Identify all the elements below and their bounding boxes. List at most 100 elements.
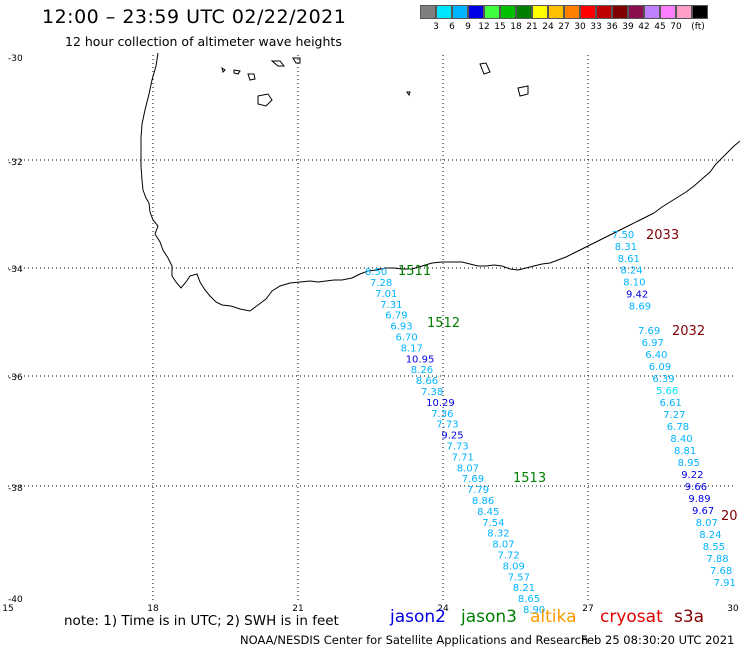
track-c-value: 7.91 bbox=[714, 578, 736, 589]
legend-label: 36 bbox=[606, 22, 618, 32]
track-a-value: 6.79 bbox=[385, 311, 407, 322]
track-c-value: 8.07 bbox=[696, 518, 718, 529]
legend-swatch bbox=[516, 5, 532, 19]
track-c-value: 8.55 bbox=[703, 542, 725, 553]
wave-height-observations: 7.287.017.316.796.936.708.1710.958.268.6… bbox=[365, 230, 736, 616]
x-tick-label: 18 bbox=[147, 604, 159, 614]
legend-swatch bbox=[532, 5, 548, 19]
track-a-value: 7.72 bbox=[498, 551, 520, 562]
island-9 bbox=[406, 91, 411, 97]
track-b-value: 8.31 bbox=[615, 242, 637, 253]
island-7 bbox=[479, 62, 491, 75]
legend-label: 30 bbox=[574, 22, 586, 32]
x-tick-label: 24 bbox=[437, 604, 449, 614]
track-a-value: 8.90 bbox=[523, 605, 545, 616]
track-c-value: 7.27 bbox=[663, 410, 685, 421]
track-a-value: 7.73 bbox=[436, 420, 458, 431]
legend-label: 6 bbox=[449, 22, 455, 32]
legend-swatch bbox=[548, 5, 564, 19]
track-b-value: 8.24 bbox=[620, 266, 642, 277]
island-8 bbox=[517, 85, 529, 97]
track-a-value: 7.71 bbox=[452, 452, 474, 463]
track-c-value: 7.69 bbox=[638, 326, 660, 337]
track-a-value: 8.45 bbox=[477, 507, 499, 518]
track-c-value: 5.66 bbox=[656, 386, 678, 397]
legend-swatch bbox=[420, 5, 436, 19]
legend-swatch bbox=[612, 5, 628, 19]
track-a-value: 10.95 bbox=[406, 354, 435, 365]
legend-label: 3 bbox=[433, 22, 439, 32]
legend-swatch bbox=[500, 5, 516, 19]
legend-swatch bbox=[452, 5, 468, 19]
y-tick-label: -36 bbox=[8, 373, 23, 383]
legend-label: 24 bbox=[542, 22, 554, 32]
legend-label: 42 bbox=[638, 22, 650, 32]
coastline-east bbox=[402, 140, 740, 271]
generated-timestamp: Feb 25 08:30:20 UTC 2021 bbox=[581, 633, 735, 647]
track-c-value: 9.22 bbox=[681, 470, 703, 481]
track-a-value: 8.09 bbox=[503, 561, 525, 572]
track-c-value: 7.68 bbox=[710, 566, 732, 577]
legend-label: 27 bbox=[558, 22, 570, 32]
track-c-value: 6.40 bbox=[645, 350, 667, 361]
island-5 bbox=[270, 60, 286, 67]
chart-subtitle: 12 hour collection of altimeter wave hei… bbox=[65, 34, 342, 49]
legend-label: 45 bbox=[654, 22, 666, 32]
track-a-value: 8.50 bbox=[365, 267, 387, 278]
track-c-value: 9.67 bbox=[692, 506, 714, 517]
legend-swatch bbox=[580, 5, 596, 19]
track-a-value: 7.31 bbox=[380, 300, 402, 311]
y-tick-label: -34 bbox=[8, 265, 23, 275]
track-b-value: 8.10 bbox=[623, 278, 645, 289]
track-a-value: 7.73 bbox=[447, 442, 469, 453]
pass-label: 20 bbox=[721, 509, 738, 524]
track-a-value: 8.32 bbox=[487, 529, 509, 540]
island-2 bbox=[233, 69, 241, 75]
sat-label-jason2: jason2 bbox=[390, 607, 446, 627]
track-c-value: 6.78 bbox=[667, 422, 689, 433]
track-a-value: 7.69 bbox=[462, 474, 484, 485]
legend-label: 21 bbox=[526, 22, 538, 32]
x-tick-label: 30 bbox=[727, 604, 739, 614]
track-a-value: 7.79 bbox=[467, 485, 489, 496]
color-legend bbox=[420, 5, 708, 19]
pass-labels: 1511 1512 1513 2032 2033 20 bbox=[398, 228, 738, 524]
coastline bbox=[140, 52, 740, 312]
track-a-value: 7.54 bbox=[482, 518, 504, 529]
track-c-value: 8.81 bbox=[674, 446, 696, 457]
sat-label-cryosat: cryosat bbox=[600, 607, 663, 627]
track-a-value: 8.86 bbox=[472, 496, 494, 507]
x-tick-label: 15 bbox=[2, 604, 13, 614]
sat-label-jason3: jason3 bbox=[461, 607, 517, 627]
track-c-value: 9.66 bbox=[685, 482, 707, 493]
legend-swatch bbox=[596, 5, 612, 19]
x-tick-label: 21 bbox=[292, 604, 303, 614]
y-tick-label: -32 bbox=[8, 158, 23, 168]
legend-swatch bbox=[692, 5, 708, 19]
island-6 bbox=[292, 57, 301, 64]
track-a-value: 6.93 bbox=[390, 322, 412, 333]
track-c-value: 7.88 bbox=[706, 554, 728, 565]
track-a-value: 6.70 bbox=[396, 333, 418, 344]
track-a-value: 8.17 bbox=[401, 343, 423, 354]
legend-swatch bbox=[676, 5, 692, 19]
track-b-value: 7.50 bbox=[612, 230, 634, 241]
track-a-value: 9.25 bbox=[441, 431, 463, 442]
legend-swatch bbox=[660, 5, 676, 19]
track-b-value: 8.69 bbox=[629, 301, 651, 312]
pass-label: 2032 bbox=[672, 324, 705, 339]
track-b-value: 8.61 bbox=[618, 254, 640, 265]
track-a-value: 7.01 bbox=[375, 289, 397, 300]
track-c-value: 6.97 bbox=[642, 338, 664, 349]
pass-label: 1511 bbox=[398, 264, 431, 279]
track-a-value: 7.28 bbox=[370, 278, 392, 289]
legend-label: 12 bbox=[478, 22, 490, 32]
track-a-value: 8.66 bbox=[416, 376, 438, 387]
island-3 bbox=[247, 73, 256, 81]
y-tick-label: -30 bbox=[8, 54, 23, 64]
legend-label: (ft) bbox=[691, 22, 705, 32]
track-a-value: 7.36 bbox=[431, 409, 453, 420]
island-1 bbox=[221, 66, 226, 73]
track-a-value: 8.26 bbox=[411, 365, 433, 376]
